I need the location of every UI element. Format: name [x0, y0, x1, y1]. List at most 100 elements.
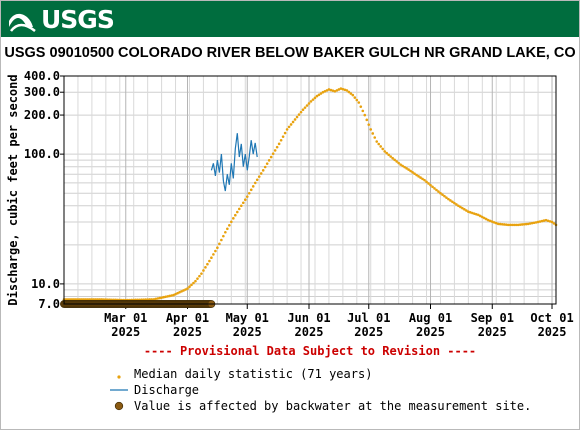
median-point [212, 253, 215, 256]
median-point [174, 292, 177, 296]
median-point [534, 221, 538, 224]
x-tick-year: 2025 [478, 325, 507, 339]
median-point [202, 269, 205, 272]
median-point [469, 211, 472, 214]
median-point [180, 290, 183, 293]
median-point [220, 238, 223, 242]
median-point [373, 136, 377, 139]
median-point [437, 190, 440, 193]
median-point [263, 165, 267, 169]
median-point [285, 128, 289, 131]
median-point [335, 89, 339, 92]
median-point [255, 178, 259, 182]
legend: Median daily statistic (71 years) Dischar… [110, 367, 531, 413]
median-point [526, 222, 530, 226]
median-point [385, 151, 388, 155]
x-tick-year: 2025 [354, 325, 383, 339]
median-point [516, 223, 520, 227]
median-point [530, 221, 534, 225]
median-point [345, 89, 349, 92]
median-point [395, 160, 398, 163]
median-point [381, 147, 385, 151]
x-tick-label: Jul 01 [347, 311, 390, 325]
median-point [283, 131, 287, 135]
median-point [190, 283, 193, 287]
median-point [367, 123, 371, 126]
legend-label: Value is affected by backwater at the me… [134, 399, 531, 413]
median-point [482, 216, 486, 220]
median-point [445, 196, 448, 199]
median-point [417, 175, 420, 178]
median-point [152, 298, 155, 301]
median-point [253, 181, 257, 185]
median-point [303, 106, 307, 109]
median-point [425, 180, 428, 184]
chart-title: USGS 09010500 COLORADO RIVER BELOW BAKER… [4, 45, 576, 61]
x-tick-label: Aug 01 [409, 311, 452, 325]
median-point [393, 158, 396, 162]
median-point [538, 220, 542, 223]
median-point [397, 161, 400, 165]
x-tick-year: 2025 [538, 325, 567, 339]
median-point [361, 109, 365, 113]
median-point [492, 221, 496, 224]
median-point [508, 223, 512, 227]
median-point [291, 120, 295, 124]
median-point [449, 199, 452, 202]
median-point [84, 298, 88, 301]
median-point [391, 156, 394, 160]
provisional-notice: ---- Provisional Data Subject to Revisio… [144, 344, 476, 358]
usgs-logo: USGS [7, 5, 115, 34]
median-point [170, 294, 173, 297]
median-point [232, 217, 235, 220]
median-point [355, 98, 359, 102]
median-point [524, 222, 528, 226]
median-point [188, 285, 191, 289]
median-point [439, 191, 442, 195]
median-point [403, 165, 406, 169]
median-point [305, 104, 309, 107]
median-point [299, 110, 303, 114]
median-point [80, 298, 84, 301]
median-point [401, 164, 404, 168]
median-point [333, 89, 337, 93]
median-point [92, 298, 96, 301]
median-point [331, 89, 335, 92]
median-point [399, 163, 402, 166]
median-point [371, 132, 375, 135]
median-point [235, 210, 239, 214]
grid-lines [63, 75, 556, 305]
median-point [98, 298, 102, 301]
median-point [192, 281, 195, 285]
median-point [74, 298, 78, 301]
median-point [94, 298, 98, 301]
median-point [520, 223, 524, 226]
median-point [257, 175, 261, 178]
plot-area [64, 76, 556, 304]
median-point [226, 227, 229, 231]
median-point [548, 220, 552, 223]
median-point [479, 214, 482, 218]
median-point [271, 152, 275, 156]
x-tick-year: 2025 [416, 325, 445, 339]
median-point [480, 215, 484, 219]
median-point [339, 87, 343, 90]
usgs-banner: USGS [1, 1, 579, 37]
y-tick-label: 100.0 [24, 147, 60, 161]
median-point [184, 288, 187, 291]
median-point [241, 201, 245, 205]
median-point [459, 205, 462, 209]
usgs-logo-text: USGS [41, 5, 115, 34]
median-point [522, 222, 526, 226]
median-point [550, 220, 554, 224]
median-point [194, 279, 197, 283]
median-point [461, 206, 464, 210]
median-point [413, 172, 416, 175]
median-point [488, 219, 492, 223]
y-axis-label: Discharge, cubic feet per second [6, 74, 20, 305]
median-point [198, 274, 201, 278]
median-point [552, 222, 556, 225]
median-point [532, 221, 536, 225]
median-point [329, 88, 333, 92]
